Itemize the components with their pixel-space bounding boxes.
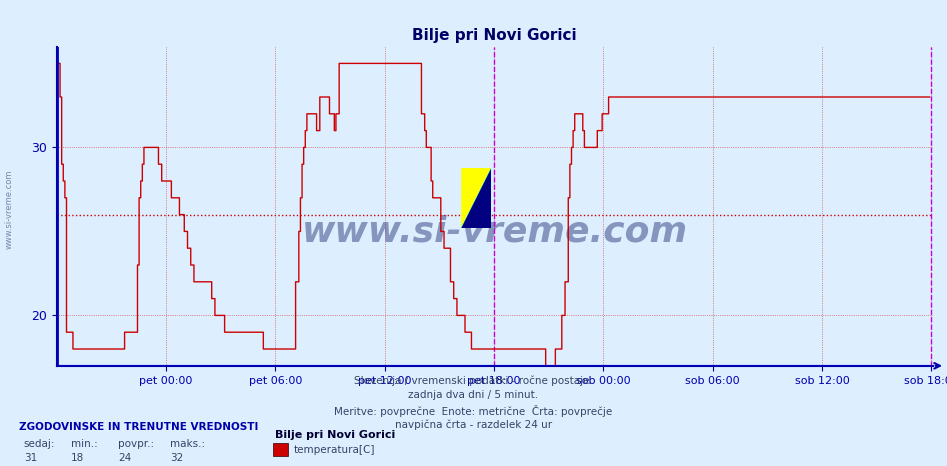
Text: 24: 24: [118, 453, 132, 463]
Text: 18: 18: [71, 453, 84, 463]
Text: sedaj:: sedaj:: [24, 439, 55, 449]
Polygon shape: [461, 168, 491, 228]
Text: Meritve: povprečne  Enote: metrične  Črta: povprečje: Meritve: povprečne Enote: metrične Črta:…: [334, 405, 613, 417]
Text: ZGODOVINSKE IN TRENUTNE VREDNOSTI: ZGODOVINSKE IN TRENUTNE VREDNOSTI: [19, 422, 259, 432]
Text: maks.:: maks.:: [170, 439, 205, 449]
Text: Slovenija / vremenski podatki - ročne postaje.: Slovenija / vremenski podatki - ročne po…: [354, 375, 593, 386]
Text: Bilje pri Novi Gorici: Bilje pri Novi Gorici: [275, 430, 395, 440]
Text: www.si-vreme.com: www.si-vreme.com: [302, 215, 688, 249]
Polygon shape: [461, 168, 491, 228]
Text: povpr.:: povpr.:: [118, 439, 154, 449]
Text: 32: 32: [170, 453, 184, 463]
Title: Bilje pri Novi Gorici: Bilje pri Novi Gorici: [413, 27, 577, 43]
Text: temperatura[C]: temperatura[C]: [294, 445, 375, 455]
Text: navpična črta - razdelek 24 ur: navpična črta - razdelek 24 ur: [395, 420, 552, 431]
Text: www.si-vreme.com: www.si-vreme.com: [5, 170, 14, 249]
Text: zadnja dva dni / 5 minut.: zadnja dva dni / 5 minut.: [408, 390, 539, 400]
Text: min.:: min.:: [71, 439, 98, 449]
Text: 31: 31: [24, 453, 37, 463]
Polygon shape: [461, 168, 491, 228]
